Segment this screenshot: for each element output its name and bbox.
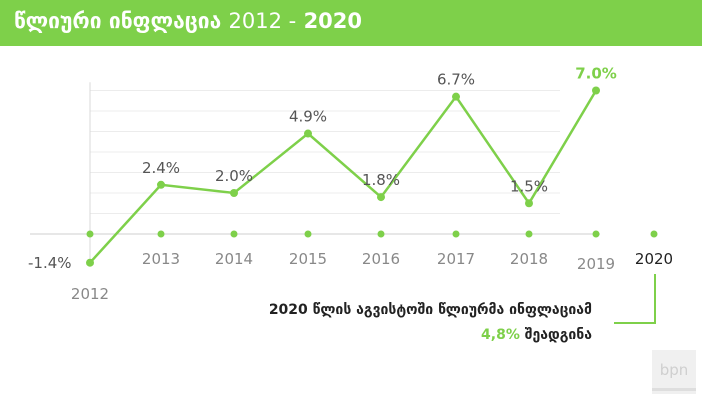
chart-labels: -1.4% 2.4% 2.0% 4.9% 1.8% 6.7% 1.5% 7.0% 2012 201… [28, 65, 673, 304]
data-point-2018 [525, 199, 533, 208]
title-years-range: 2012 - [228, 9, 297, 33]
annotation-text-second-line: 4,8% შეადგინა [481, 327, 592, 343]
data-point-2016 [377, 193, 385, 202]
x-tick-label-2017: 2017 [437, 250, 475, 268]
x-tick-label-2013: 2013 [142, 250, 180, 268]
x-tick-label-2012: 2012 [71, 285, 109, 303]
baseline-dot-2019 [592, 230, 600, 238]
annotation-highlight-value: 4,8% [481, 327, 520, 343]
page-title: წლიური ინფლაცია 2012 - 2020 [14, 9, 362, 33]
data-point-2015 [304, 129, 312, 138]
baseline-dot-2015 [304, 230, 312, 238]
data-point-2017 [452, 92, 460, 101]
data-label-2016: 1.8% [362, 171, 400, 189]
baseline-dot-2016 [377, 230, 385, 238]
title-text: წლიური ინფლაცია [14, 9, 222, 33]
chart-marks [86, 86, 658, 324]
title-year-end: 2020 [303, 9, 363, 33]
bpn-logo: bpn [652, 350, 696, 394]
title-banner: წლიური ინფლაცია 2012 - 2020 [0, 0, 702, 46]
x-tick-label-2016: 2016 [362, 250, 400, 268]
chart-grid [90, 90, 560, 214]
baseline-dot-2018 [525, 230, 533, 238]
logo-underline [652, 388, 696, 391]
data-label-2017: 6.7% [437, 71, 475, 89]
x-tick-label-2018: 2018 [510, 250, 548, 268]
logo-text: bpn [659, 361, 689, 379]
baseline-dot-2012 [86, 230, 94, 238]
data-label-2012: -1.4% [28, 254, 72, 272]
x-tick-label-2015: 2015 [289, 250, 327, 268]
baseline-dot-2013 [157, 230, 165, 238]
data-label-2018: 1.5% [510, 177, 548, 195]
x-tick-label-2020: 2020 [635, 250, 673, 268]
annotation-text: 2020 წლის აგვისტოში წლიურმა ინფლაციამ [268, 302, 592, 318]
data-point-2019 [592, 86, 600, 95]
data-label-2019: 7.0% [575, 65, 617, 83]
annotation-connector [614, 274, 656, 324]
inflation-series-line [89, 89, 598, 264]
baseline-dot-2020 [650, 230, 658, 238]
data-point-2013 [157, 180, 165, 189]
data-label-2014: 2.0% [215, 167, 253, 185]
data-point-2014 [230, 189, 238, 197]
x-tick-label-2014: 2014 [215, 250, 253, 268]
data-point-2012 [86, 258, 94, 267]
data-label-2013: 2.4% [142, 159, 180, 177]
x-tick-label-2019: 2019 [577, 255, 615, 273]
data-label-2015: 4.9% [289, 108, 327, 126]
baseline-dot-2017 [452, 230, 460, 238]
annotation-text-rest: შეადგინა [519, 327, 592, 343]
baseline-dot-2014 [230, 230, 238, 238]
